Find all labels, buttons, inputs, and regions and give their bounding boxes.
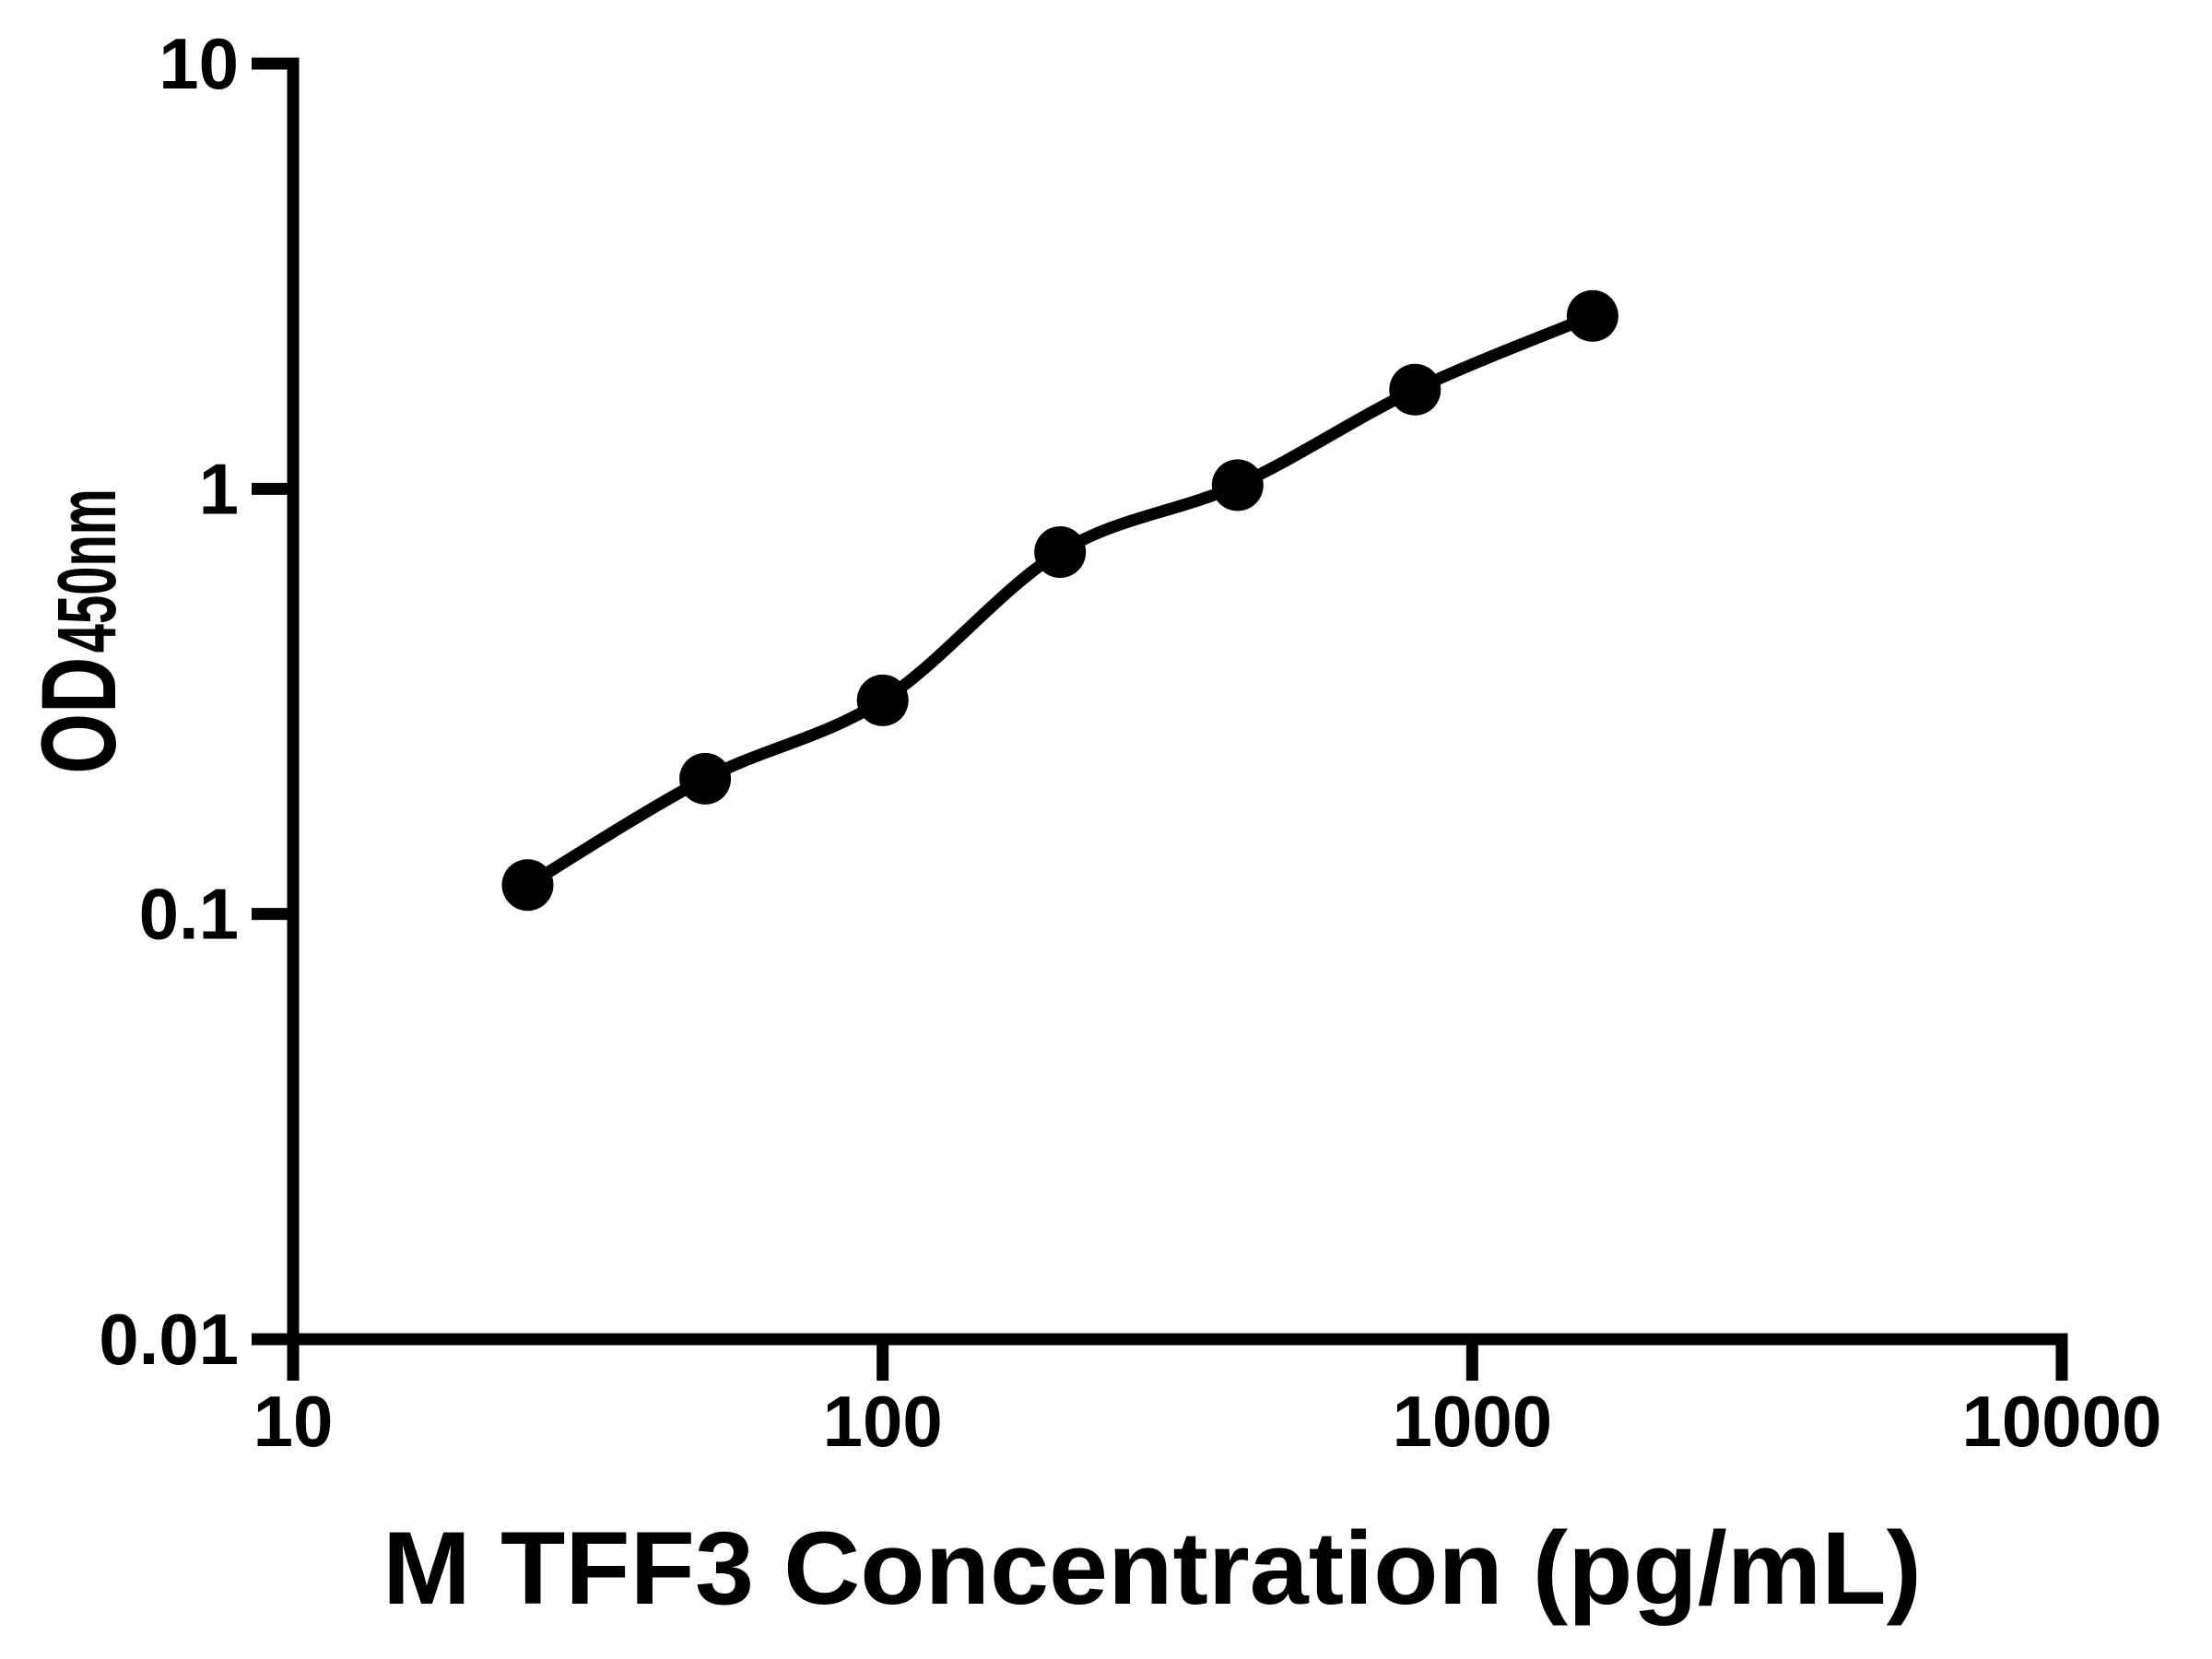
x-tick-label: 10 (253, 1381, 334, 1462)
data-points (501, 289, 1618, 912)
x-axis-title: M TFF3 Concentration (pg/mL) (382, 1511, 1922, 1626)
y-tick-label: 10 (159, 23, 239, 104)
y-tick-label: 0.01 (99, 1299, 239, 1380)
y-axis-title-group: OD 450nm (20, 488, 138, 773)
y-axis-tick-labels: 0.01 0.1 1 10 (99, 23, 239, 1380)
y-tick-label: 1 (199, 448, 239, 529)
data-point-marker (501, 859, 554, 912)
y-axis-title: OD 450nm (20, 488, 138, 773)
y-tick-label: 0.1 (139, 874, 239, 955)
axis-ticks (252, 57, 2068, 1381)
x-axis-tick-labels: 10 100 1000 10000 (253, 1381, 2162, 1462)
x-tick-label: 10000 (1962, 1381, 2162, 1462)
y-axis-title-main: OD (20, 657, 138, 774)
data-point-marker (1211, 459, 1264, 512)
data-point-marker (856, 674, 909, 726)
axis-spine (252, 57, 2068, 1381)
data-point-marker (1389, 363, 1441, 416)
axes (252, 57, 2068, 1381)
data-point-marker (1034, 526, 1087, 578)
x-tick-label: 100 (823, 1381, 943, 1462)
data-point-marker (679, 752, 732, 805)
x-tick-label: 1000 (1393, 1381, 1553, 1462)
data-point-marker (1566, 289, 1618, 342)
y-axis-title-subscript: 450nm (41, 488, 134, 653)
